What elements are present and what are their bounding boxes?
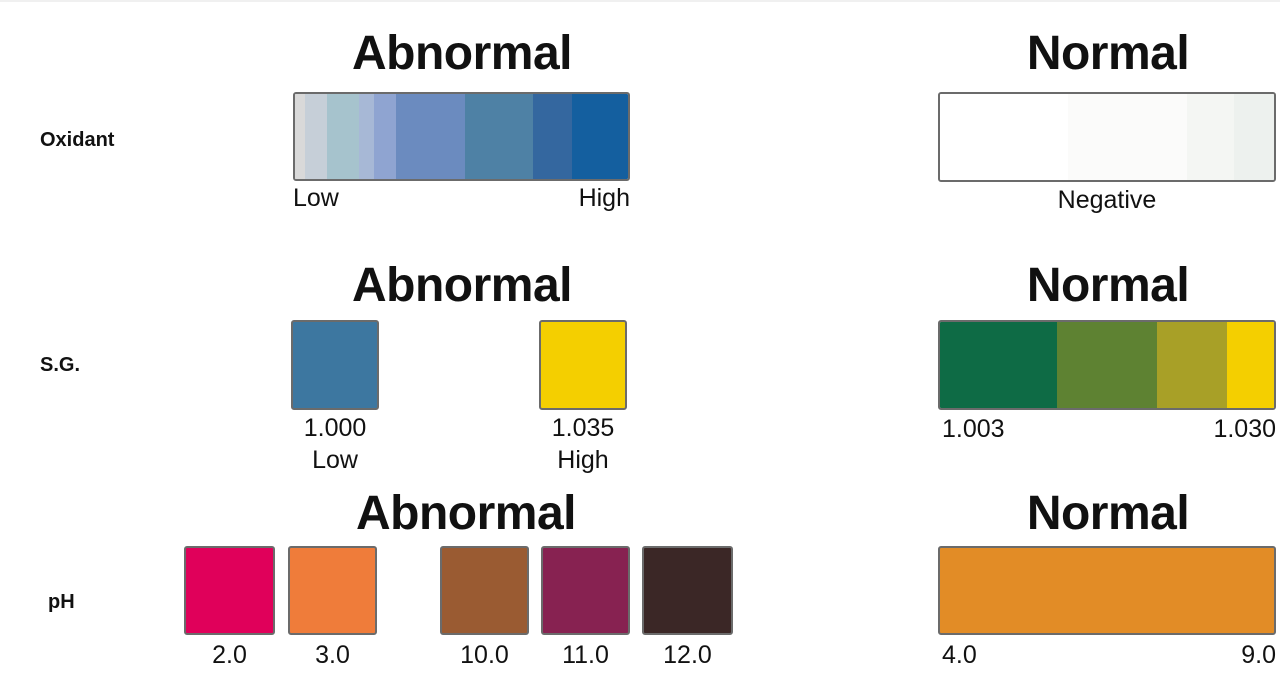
- sg-swatch-low-value: 1.000: [303, 414, 367, 442]
- ph-swatch-3-0: [288, 546, 377, 635]
- oxidant-abnormal-segment-8: [532, 94, 573, 179]
- oxidant-abnormal-segment-6: [396, 94, 466, 179]
- oxidant-abnormal-segment-7: [465, 94, 533, 179]
- oxidant-row-label: Oxidant: [40, 129, 115, 151]
- sg-normal-max-label: 1.030: [1213, 415, 1276, 443]
- oxidant-normal-segment-1: [940, 94, 1069, 180]
- ph-swatch-3-0-label: 3.0: [315, 641, 350, 669]
- sg-row-label: S.G.: [40, 354, 81, 376]
- ph-swatch-11-0-label: 11.0: [562, 641, 609, 669]
- oxidant-abnormal-heading: Abnormal: [351, 27, 573, 80]
- oxidant-normal-color-scale: [938, 92, 1276, 182]
- sg-normal-min-label: 1.003: [942, 415, 1005, 443]
- sg-swatch-low: [291, 320, 379, 410]
- oxidant-normal-heading: Normal: [1026, 27, 1190, 80]
- ph-swatch-11-0: [541, 546, 630, 635]
- oxidant-normal-segment-3: [1187, 94, 1235, 180]
- sg-swatch-high-value: 1.035: [551, 414, 615, 442]
- oxidant-negative-label: Negative: [1057, 186, 1157, 214]
- ph-swatch-2-0-label: 2.0: [212, 641, 247, 669]
- oxidant-low-label: Low: [293, 184, 339, 212]
- ph-normal-min-label: 4.0: [942, 641, 977, 669]
- oxidant-abnormal-segment-5: [374, 94, 397, 179]
- top-divider: [0, 0, 1280, 2]
- sg-normal-segment-2: [1056, 322, 1158, 408]
- ph-swatch-12-0-label: 12.0: [663, 641, 712, 669]
- oxidant-normal-segment-4: [1234, 94, 1274, 180]
- oxidant-high-label: High: [578, 184, 630, 212]
- ph-normal-color-bar: [938, 546, 1276, 635]
- oxidant-abnormal-segment-9: [572, 94, 628, 179]
- ph-swatch-2-0: [184, 546, 275, 635]
- sg-normal-segment-3: [1157, 322, 1227, 408]
- ph-swatch-10-0-label: 10.0: [460, 641, 509, 669]
- ph-row-label: pH: [48, 591, 75, 613]
- sg-abnormal-heading: Abnormal: [351, 259, 573, 312]
- oxidant-abnormal-segment-2: [304, 94, 327, 179]
- sg-swatch-high: [539, 320, 627, 410]
- sg-normal-segment-1: [940, 322, 1057, 408]
- sg-normal-segment-4: [1226, 322, 1274, 408]
- sg-swatch-low-level: Low: [312, 446, 358, 474]
- ph-swatch-12-0: [642, 546, 733, 635]
- sg-normal-heading: Normal: [1026, 259, 1190, 312]
- ph-abnormal-heading: Abnormal: [355, 487, 577, 540]
- oxidant-abnormal-segment-4: [359, 94, 375, 179]
- ph-swatch-10-0: [440, 546, 529, 635]
- ph-normal-max-label: 9.0: [1241, 641, 1276, 669]
- ph-normal-heading: Normal: [1026, 487, 1190, 540]
- oxidant-abnormal-color-scale: [293, 92, 630, 181]
- oxidant-abnormal-segment-1: [295, 94, 305, 179]
- sg-swatch-high-level: High: [557, 446, 609, 474]
- oxidant-normal-segment-2: [1068, 94, 1188, 180]
- sg-normal-color-scale: [938, 320, 1276, 410]
- oxidant-abnormal-segment-3: [326, 94, 360, 179]
